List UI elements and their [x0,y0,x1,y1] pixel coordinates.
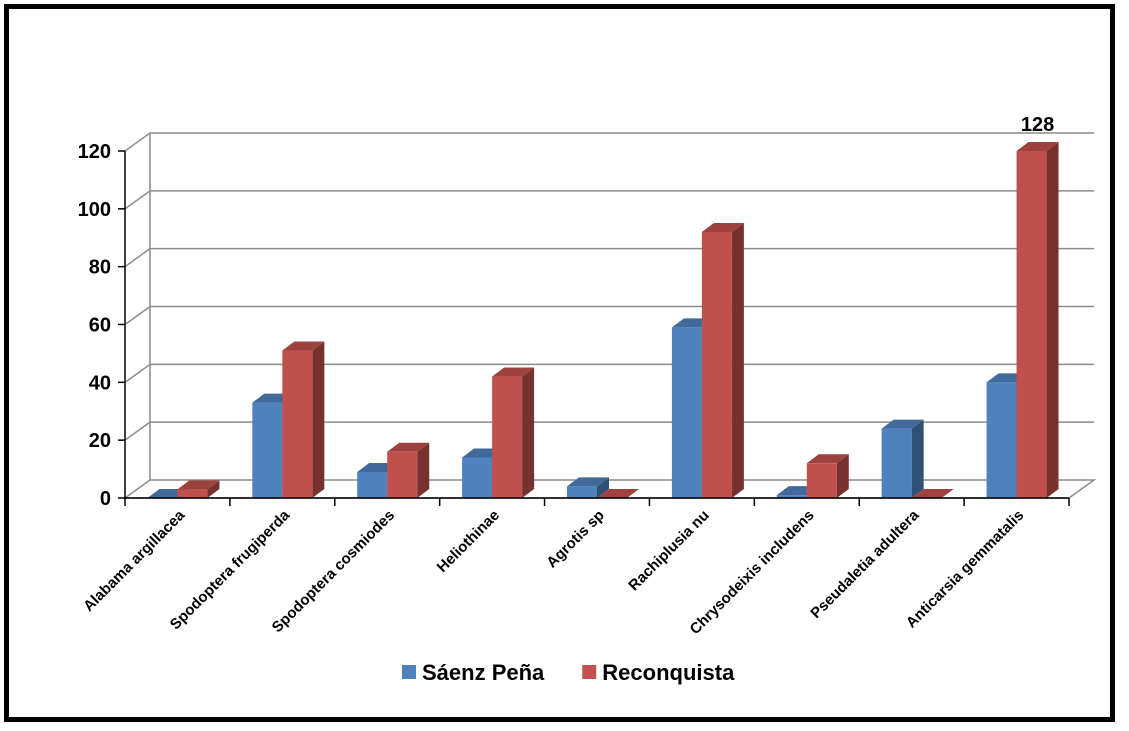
x-tick-label: Pseudaletia adultera [807,506,923,622]
y-tick-label: 120 [78,141,111,163]
x-tick-label: Spodoptera frugiperda [167,506,294,633]
bar-reconquista [806,454,849,498]
data-label: 128 [1021,114,1054,136]
bars [147,142,1059,498]
y-tick-label: 0 [100,488,111,510]
x-tick-label: Chrysodeixis includens [687,507,818,638]
y-tick-label: 60 [89,315,111,337]
chart-frame [4,4,1115,722]
gridline-diagonal [124,248,151,268]
legend-swatch-reconquista [582,665,597,679]
y-tick-label: 20 [89,430,111,452]
bar-reconquista [1016,142,1059,498]
x-tick-label: Spodoptera cosmiodes [269,507,398,636]
bar-reconquista [387,442,430,498]
legend-label-reconquista: Reconquista [602,660,735,685]
x-tick-label: Heliothinae [434,507,503,576]
data-labels: 128 [1021,114,1054,136]
legend-label-saenz-pena: Sáenz Peña [422,660,545,685]
y-axis: 0 20 40 60 80 100 120 [78,141,126,510]
gridline-diagonal [124,190,151,210]
x-tick-label: Agrotis sp [543,507,607,571]
x-tick-label: Alabama argillacea [80,506,189,615]
bar-saenz-pena [881,419,924,498]
x-tick-label: Rachiplusia nu [625,507,712,594]
bar-reconquista [282,341,325,498]
legend-swatch-saenz-pena [402,665,416,679]
gridline-diagonal [124,132,151,152]
y-tick-label: 100 [78,199,111,221]
y-tick-label: 80 [89,257,111,279]
y-tick-label: 40 [89,372,111,394]
bar-reconquista [492,367,535,498]
gridline-diagonal [124,305,151,326]
bar-reconquista [177,480,220,498]
gridline-diagonal [124,363,151,383]
bar-reconquista [911,489,954,498]
bar-reconquista [597,489,639,498]
gridline-diagonal [124,421,151,441]
bar-saenz-pena [567,477,609,498]
x-tick-label: Anticarsia gemmatalis [903,507,1028,632]
legend: Sáenz Peña Reconquista [402,660,735,685]
bar-reconquista [701,222,744,498]
